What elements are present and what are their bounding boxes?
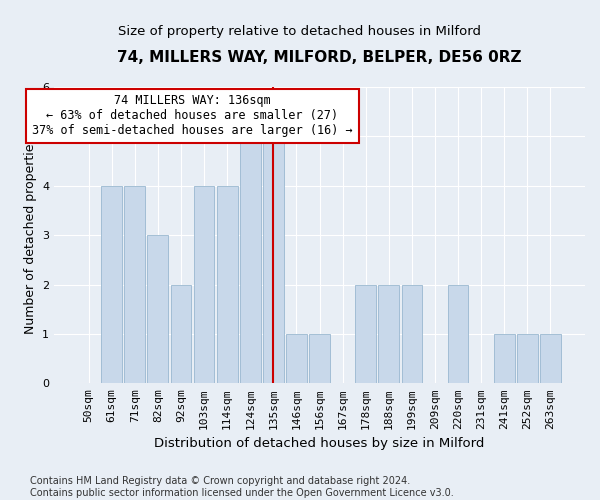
Y-axis label: Number of detached properties: Number of detached properties — [23, 136, 37, 334]
Bar — [309, 334, 330, 384]
Bar — [217, 186, 238, 384]
Text: 74 MILLERS WAY: 136sqm
← 63% of detached houses are smaller (27)
37% of semi-det: 74 MILLERS WAY: 136sqm ← 63% of detached… — [32, 94, 353, 138]
Text: Contains HM Land Registry data © Crown copyright and database right 2024.
Contai: Contains HM Land Registry data © Crown c… — [30, 476, 454, 498]
Bar — [379, 284, 399, 384]
Bar — [355, 284, 376, 384]
Bar — [448, 284, 469, 384]
Bar — [240, 136, 260, 384]
Bar — [401, 284, 422, 384]
X-axis label: Distribution of detached houses by size in Milford: Distribution of detached houses by size … — [154, 437, 485, 450]
Title: 74, MILLERS WAY, MILFORD, BELPER, DE56 0RZ: 74, MILLERS WAY, MILFORD, BELPER, DE56 0… — [117, 50, 522, 65]
Bar — [263, 136, 284, 384]
Bar — [101, 186, 122, 384]
Text: Size of property relative to detached houses in Milford: Size of property relative to detached ho… — [119, 24, 482, 38]
Bar — [494, 334, 515, 384]
Bar — [148, 235, 168, 384]
Bar — [194, 186, 214, 384]
Bar — [124, 186, 145, 384]
Bar — [170, 284, 191, 384]
Bar — [517, 334, 538, 384]
Bar — [540, 334, 561, 384]
Bar — [286, 334, 307, 384]
